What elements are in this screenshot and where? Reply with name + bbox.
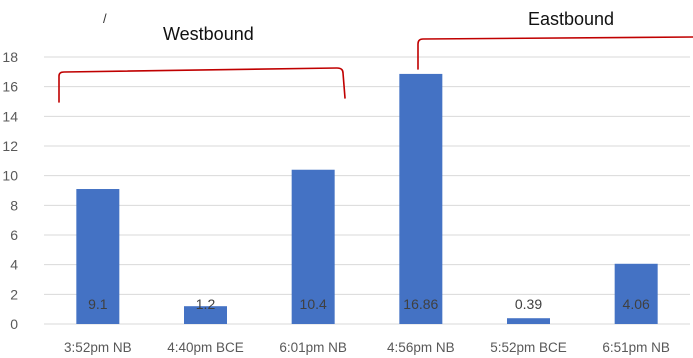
x-category-label: 4:40pm BCE xyxy=(167,340,244,355)
bar xyxy=(614,263,658,324)
westbound-bracket xyxy=(58,67,346,103)
y-tick-label: 12 xyxy=(2,138,18,154)
x-category-label: 3:52pm NB xyxy=(64,340,132,355)
bar xyxy=(184,306,227,324)
eastbound-bracket xyxy=(417,36,693,70)
data-labels: 9.1 1.2 10.4 16.86 0.39 4.06 xyxy=(88,296,650,312)
bar xyxy=(291,169,335,324)
y-tick-label: 16 xyxy=(2,79,18,95)
bar-data-label: 1.2 xyxy=(196,296,216,312)
x-category-label: 6:01pm NB xyxy=(279,340,347,355)
gridlines xyxy=(44,56,690,325)
group-annotations: / Westbound Eastbound xyxy=(58,9,693,103)
y-tick-label: 8 xyxy=(10,197,18,213)
bar xyxy=(507,318,550,324)
bar-data-label: 9.1 xyxy=(88,296,108,312)
bar-data-label: 10.4 xyxy=(300,296,327,312)
y-axis-tick-labels: 0 2 4 6 8 10 12 14 16 18 xyxy=(2,49,18,332)
eastbound-label: Eastbound xyxy=(528,9,614,29)
bar-data-label: 0.39 xyxy=(515,296,542,312)
bar-data-label: 4.06 xyxy=(623,296,650,312)
stray-mark: / xyxy=(103,11,107,26)
y-tick-label: 6 xyxy=(10,227,18,243)
x-category-label: 5:52pm BCE xyxy=(490,340,567,355)
x-category-label: 4:56pm NB xyxy=(387,340,455,355)
y-tick-label: 4 xyxy=(10,257,18,273)
y-tick-label: 2 xyxy=(10,286,18,302)
x-category-label: 6:51pm NB xyxy=(602,340,670,355)
bar-data-label: 16.86 xyxy=(403,296,438,312)
westbound-label: Westbound xyxy=(163,24,254,44)
y-tick-label: 18 xyxy=(2,49,18,65)
bar xyxy=(399,73,443,324)
y-tick-label: 0 xyxy=(10,316,18,332)
y-tick-label: 10 xyxy=(2,168,18,184)
x-axis-category-labels: 3:52pm NB 4:40pm BCE 6:01pm NB 4:56pm NB 5:5… xyxy=(64,340,670,355)
bar xyxy=(76,189,120,324)
bars xyxy=(76,73,658,324)
y-tick-label: 14 xyxy=(2,108,18,124)
